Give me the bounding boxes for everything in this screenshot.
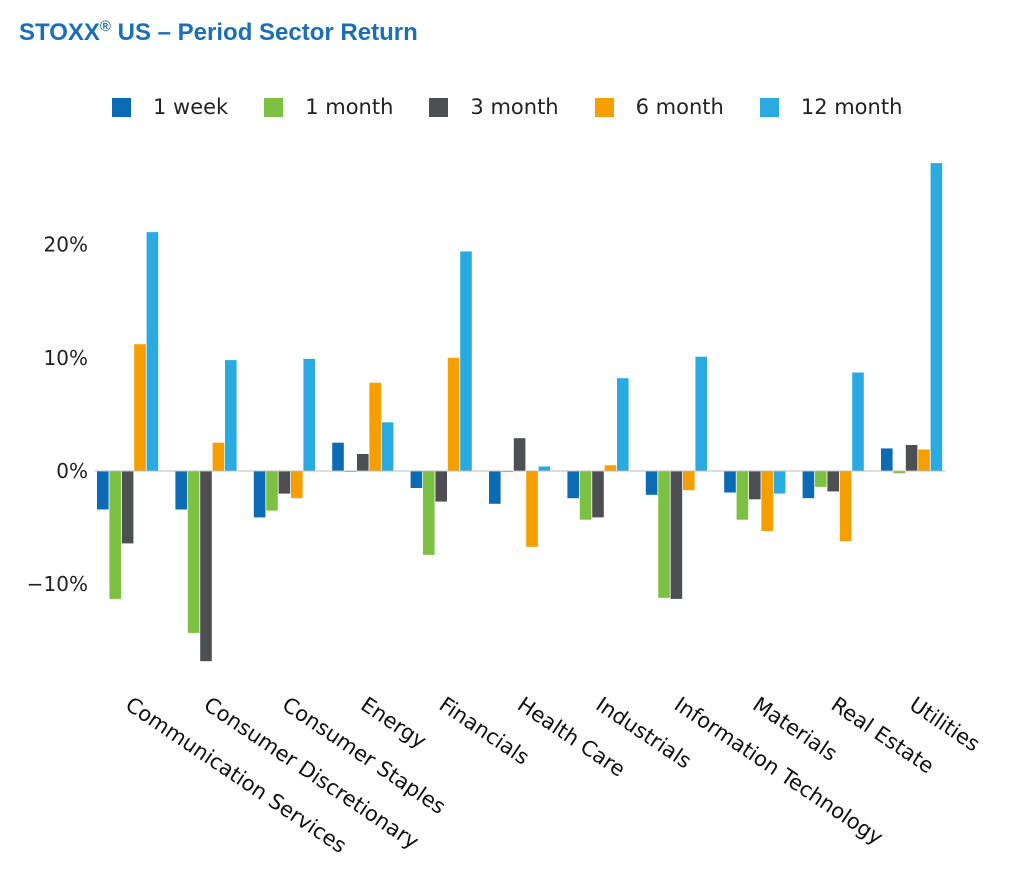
bar-utilities-3-month [905,445,918,471]
bar-materials-1-month [736,471,749,520]
chart-title: STOXX® US – Period Sector Return [19,18,418,46]
legend-label: 1 month [305,95,394,119]
y-tick-label: 0% [56,459,88,483]
bar-communication-services-6-month [134,344,146,471]
bar-information-technology-1-week [645,471,658,495]
y-tick-label: 10% [44,346,88,370]
bar-materials-3-month [749,471,761,500]
y-tick-label: 20% [44,233,88,257]
bar-energy-6-month [369,382,381,471]
bar-materials-6-month [761,471,773,531]
bar-real-estate-3-month [827,471,839,492]
y-axis: 20% 10% 0% −10% [27,233,88,597]
bar-financials-1-month [423,471,435,555]
registered-mark: ® [99,18,111,35]
legend-item-6-month: 6 month [594,95,724,119]
bar-communication-services-1-month [109,471,121,599]
bar-industrials-1-month [579,471,592,520]
bar-health-care-12-month [538,466,551,471]
bar-utilities-12-month [930,163,943,471]
bar-materials-1-week [724,471,736,493]
bar-consumer-discretionary-1-month [187,471,200,633]
bar-utilities-1-week [881,448,893,471]
legend-label: 12 month [800,95,903,119]
legend-swatch [264,97,284,117]
bar-industrials-3-month [592,471,604,518]
bar-consumer-discretionary-1-week [175,471,187,510]
legend-swatch [429,97,449,117]
bar-consumer-discretionary-3-month [200,471,212,662]
bar-consumer-staples-1-month [266,471,278,511]
legend-swatch [759,97,779,117]
bar-information-technology-12-month [695,356,707,471]
legend-label: 6 month [635,95,724,119]
bar-health-care-1-week [489,471,501,504]
bar-industrials-6-month [604,465,617,471]
bars [97,163,943,662]
bar-financials-12-month [460,251,472,471]
chart-legend: 1 week 1 month 3 month 6 month 12 month [112,94,938,120]
legend-item-1-week: 1 week [112,95,228,119]
bar-communication-services-3-month [121,471,134,544]
bar-consumer-discretionary-12-month [225,360,237,471]
legend-item-3-month: 3 month [429,95,559,119]
bar-materials-12-month [773,471,786,494]
bar-information-technology-3-month [670,471,683,599]
bar-real-estate-1-month [815,471,827,487]
bar-information-technology-6-month [683,471,695,491]
bar-energy-3-month [357,454,369,471]
bar-consumer-staples-6-month [291,471,303,499]
bar-financials-6-month [447,357,460,471]
bar-consumer-staples-1-week [253,471,266,518]
bar-information-technology-1-month [658,471,670,598]
bar-communication-services-12-month [146,232,159,471]
bar-financials-1-week [410,471,423,488]
bar-communication-services-1-week [97,471,109,510]
bar-real-estate-1-week [802,471,815,499]
bar-health-care-1-month [501,471,513,473]
legend-swatch [594,97,614,117]
bar-real-estate-6-month [839,471,852,542]
legend-swatch [112,97,131,117]
y-tick-label: −10% [27,572,88,596]
legend-item-12-month: 12 month [759,95,903,119]
legend-item-1-month: 1 month [264,95,393,119]
bar-industrials-1-week [567,471,579,499]
bar-energy-12-month [381,422,394,471]
bar-real-estate-12-month [852,372,864,471]
bar-consumer-staples-12-month [303,358,315,471]
bar-health-care-3-month [513,438,526,471]
bar-health-care-6-month [526,471,538,547]
bar-industrials-12-month [617,378,629,471]
legend-label: 1 week [153,95,229,119]
bar-utilities-6-month [918,449,930,471]
bar-financials-3-month [435,471,447,502]
bar-utilities-1-month [893,471,905,474]
bar-energy-1-week [332,442,344,471]
legend-label: 3 month [470,95,559,119]
bar-consumer-discretionary-6-month [212,442,225,471]
bar-consumer-staples-3-month [278,471,291,494]
